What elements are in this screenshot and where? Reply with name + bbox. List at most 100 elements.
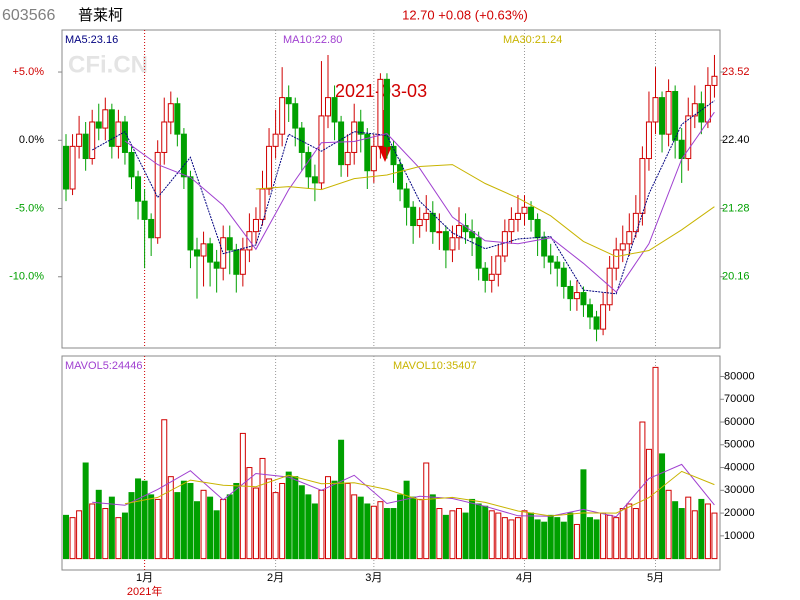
volume-bar xyxy=(121,512,128,560)
volume-bar xyxy=(69,517,76,560)
legend-label: MA10:22.80 xyxy=(283,34,342,46)
volume-bar xyxy=(541,521,548,560)
candle-body xyxy=(659,97,666,135)
candle-body xyxy=(141,200,148,220)
candle-body xyxy=(528,206,535,220)
candle-body xyxy=(619,243,626,251)
candle-body xyxy=(364,133,371,172)
candle-body xyxy=(344,151,351,166)
x-tick-label: 5月 xyxy=(647,572,664,584)
volume-bar xyxy=(252,487,259,560)
volume-bar xyxy=(436,508,443,560)
candle-body xyxy=(239,249,246,275)
candle-body xyxy=(442,231,449,251)
volume-bar xyxy=(108,496,115,560)
volume-bar xyxy=(246,467,253,560)
volume-bar xyxy=(272,492,279,560)
volume-bar xyxy=(521,510,528,560)
volume-bar xyxy=(82,462,89,560)
volume-bar xyxy=(187,482,194,560)
y2-tick-label: +5.0% xyxy=(13,66,45,78)
volume-bar xyxy=(390,508,397,560)
volume-bar xyxy=(141,480,148,560)
volume-bar xyxy=(266,478,273,560)
volume-bar xyxy=(154,498,161,560)
x-tick-label: 3月 xyxy=(365,572,382,584)
candle-body xyxy=(252,218,259,233)
volume-bar xyxy=(416,498,423,560)
candle-body xyxy=(685,115,692,160)
y-tick-label: 20000 xyxy=(724,507,755,519)
volume-bar xyxy=(626,503,633,560)
candle-body xyxy=(167,103,174,123)
candle-body xyxy=(226,237,233,251)
candle-body xyxy=(383,78,390,147)
y2-tick-label: 0.0% xyxy=(19,134,44,146)
x-tick-label: 2月 xyxy=(267,572,284,584)
volume-bar xyxy=(383,508,390,560)
volume-bar xyxy=(239,432,246,560)
candle-body xyxy=(632,212,639,233)
volume-bar xyxy=(580,469,587,560)
volume-panel xyxy=(61,355,721,571)
volume-bar xyxy=(704,503,711,560)
volume-bar xyxy=(377,501,384,560)
y2-tick-label: -10.0% xyxy=(9,271,44,283)
volume-bar xyxy=(200,489,207,560)
volume-bar xyxy=(410,496,417,560)
candle-body xyxy=(652,97,659,123)
volume-bar xyxy=(285,471,292,560)
candle-body xyxy=(89,121,96,160)
volume-bar xyxy=(573,523,580,560)
volume-bar xyxy=(639,421,646,560)
candle-body xyxy=(370,145,377,172)
volume-bar xyxy=(645,448,652,560)
candle-body xyxy=(495,255,502,275)
candle-body xyxy=(220,237,227,269)
volume-bar xyxy=(429,494,436,560)
volume-bar xyxy=(148,494,155,560)
candle-body xyxy=(711,75,718,86)
volume-bar xyxy=(311,503,318,560)
volume-bar xyxy=(370,505,377,560)
candle-body xyxy=(121,121,128,153)
volume-bar xyxy=(469,498,476,560)
candle-body xyxy=(259,188,266,220)
x-tick-label: 1月 xyxy=(136,572,153,584)
y-tick-label: 50000 xyxy=(724,439,755,451)
quote: 12.70 +0.08 (+0.63%) xyxy=(402,7,528,22)
volume-bar xyxy=(344,482,351,560)
legend-label: MA30:21.24 xyxy=(503,34,562,46)
y-tick-label: 20.16 xyxy=(722,271,750,283)
candle-body xyxy=(233,249,240,275)
volume-bar xyxy=(547,514,554,560)
volume-bar xyxy=(298,485,305,560)
volume-bar xyxy=(501,517,508,560)
candle-body xyxy=(148,218,155,239)
y-tick-label: 23.52 xyxy=(722,66,750,78)
volume-bar xyxy=(554,517,561,560)
candle-body xyxy=(266,145,273,190)
y-tick-label: 10000 xyxy=(724,530,755,542)
candle-body xyxy=(645,121,652,160)
candle-body xyxy=(115,121,122,147)
volume-bar xyxy=(403,480,410,560)
volume-bar xyxy=(180,480,187,560)
candle-body xyxy=(698,103,705,123)
candle-body xyxy=(547,255,554,263)
y-tick-label: 30000 xyxy=(724,484,755,496)
candle-body xyxy=(672,91,679,141)
candle-body xyxy=(665,91,672,135)
candle-body xyxy=(135,176,142,202)
candle-body xyxy=(187,176,194,251)
candle-body xyxy=(108,109,115,147)
candle-body xyxy=(600,304,607,330)
volume-bar xyxy=(678,508,685,560)
volume-bar xyxy=(207,496,214,560)
volume-bar xyxy=(174,492,181,560)
y-tick-label: 70000 xyxy=(724,393,755,405)
volume-bar xyxy=(711,512,718,560)
candle-body xyxy=(580,292,587,306)
candle-body xyxy=(63,145,69,190)
volume-bar xyxy=(318,489,325,560)
